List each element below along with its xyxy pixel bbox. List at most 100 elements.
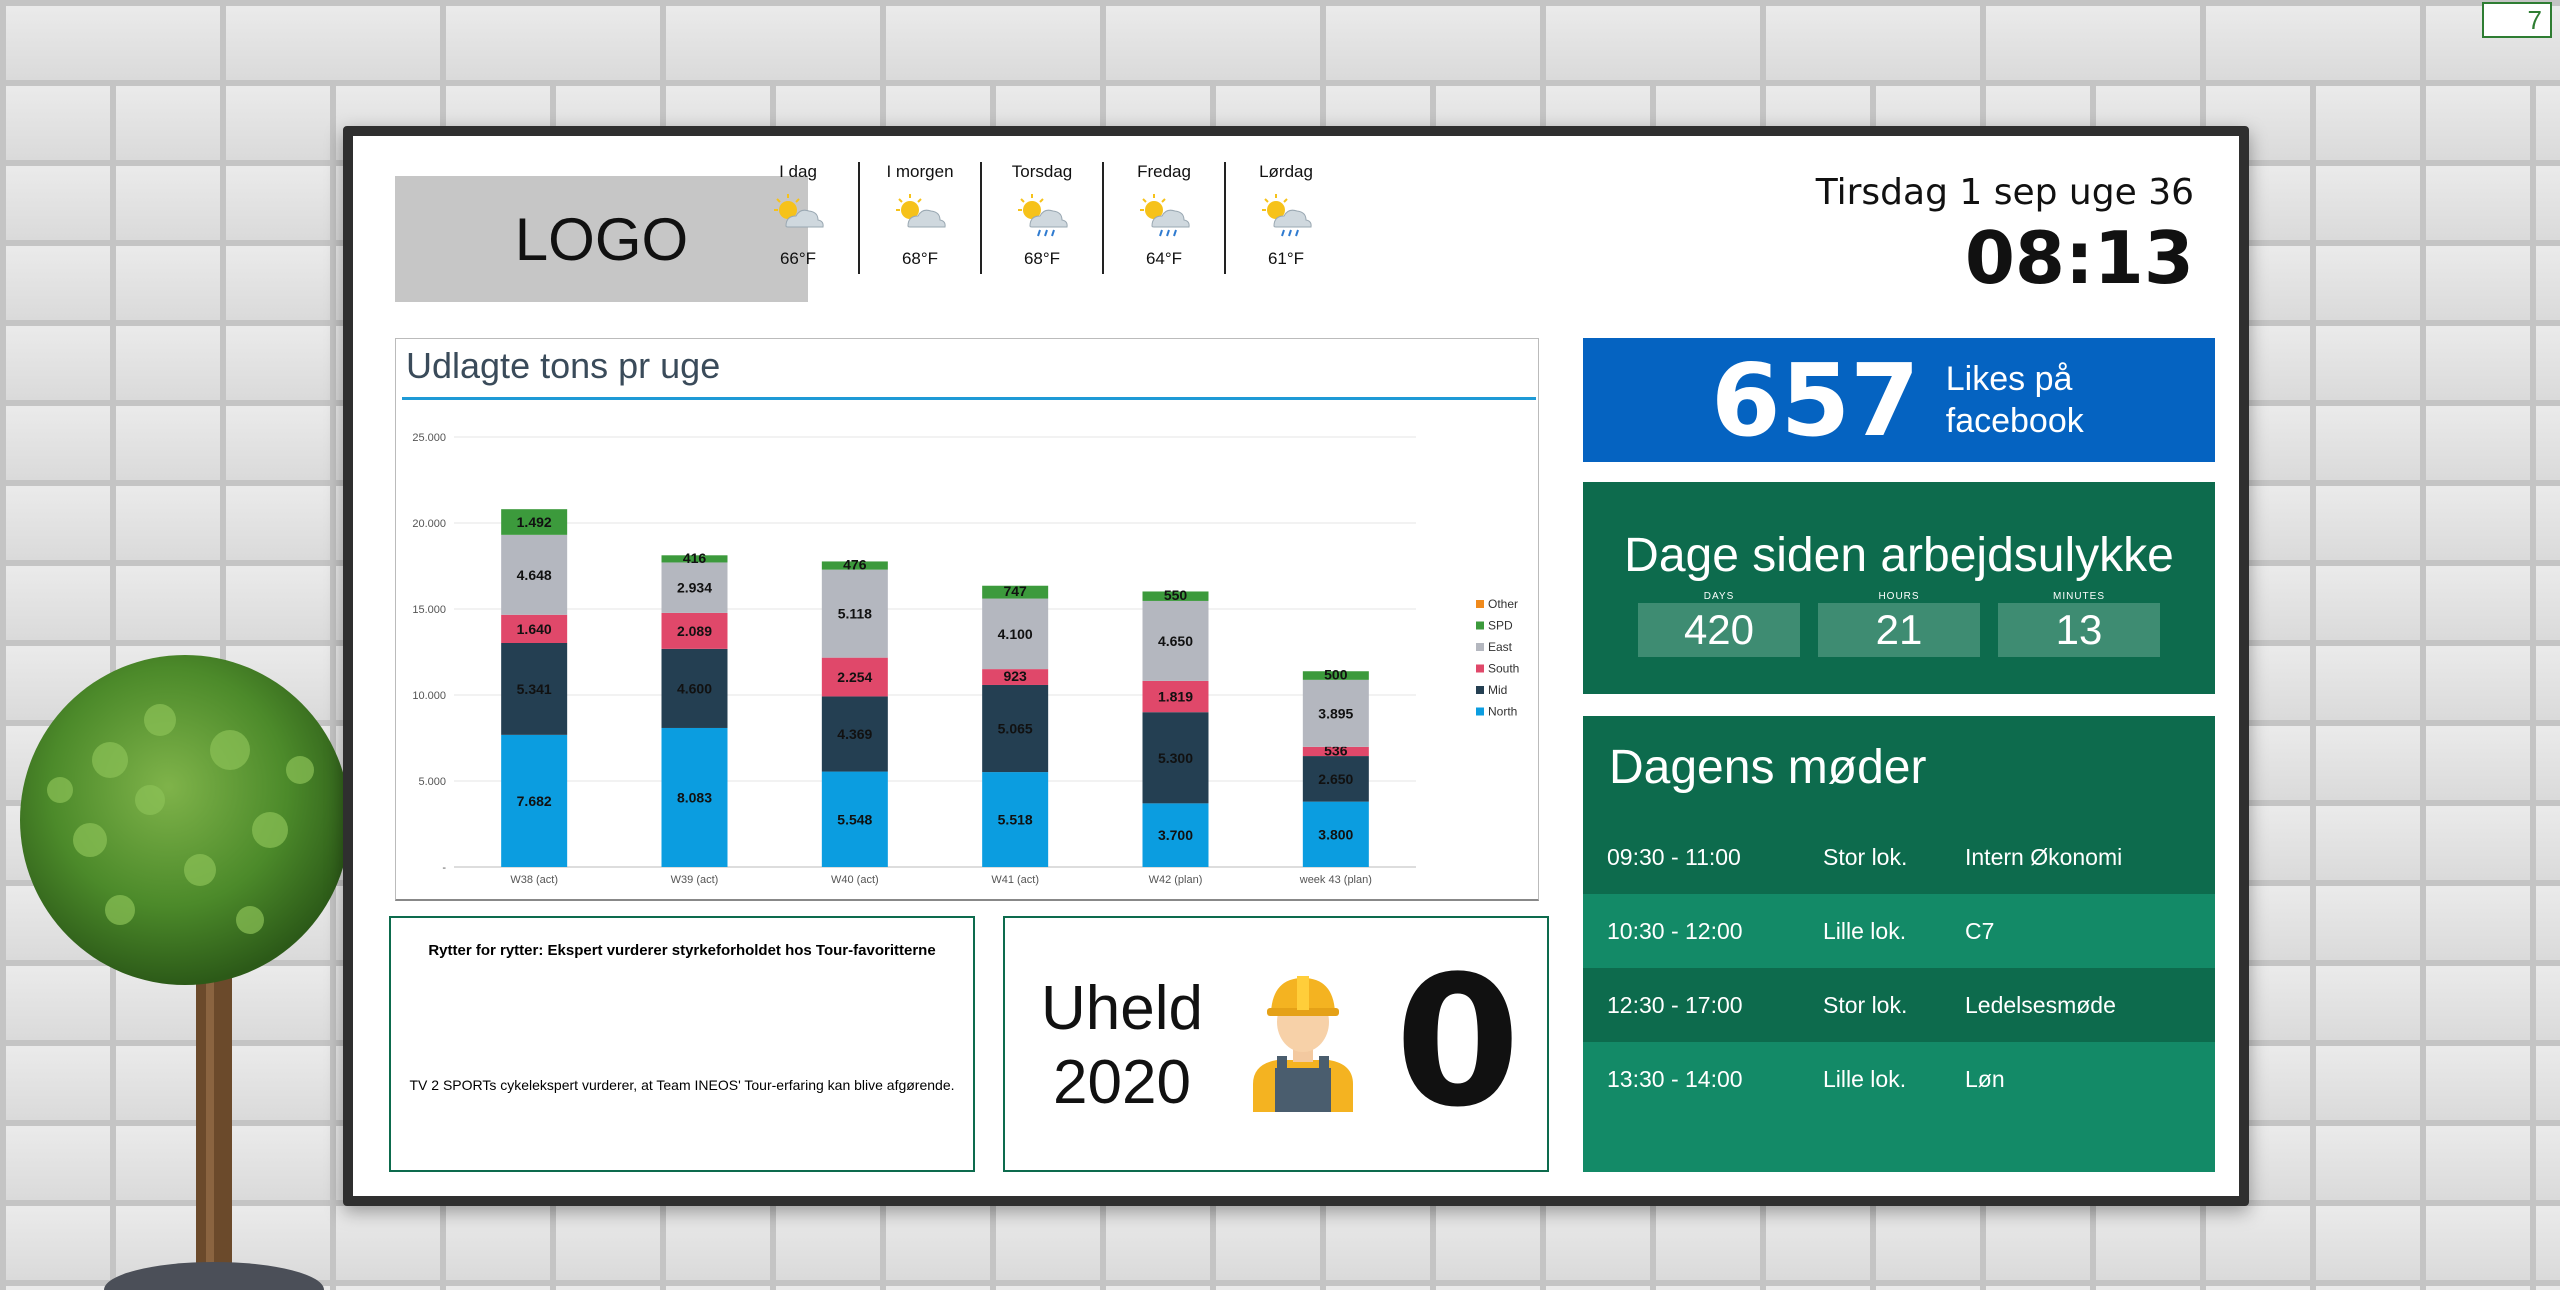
legend-swatch [1476,621,1484,630]
weather-day-name: Torsdag [1011,162,1073,181]
bar-segment-south [982,669,1049,685]
clock: 08:13 [1964,216,2194,300]
x-tick-label: W39 (act) [671,874,719,886]
legend-label: Other [1488,597,1518,611]
y-tick-label: 15.000 [412,604,446,616]
meeting-name: Intern Økonomi [1965,843,2123,870]
y-tick-label: 20.000 [412,518,446,530]
chart-title-underline [402,397,1536,400]
meeting-name: C7 [1965,917,1995,944]
bar-segment-north [661,727,728,867]
date-label: Tirsdag 1 sep uge 36 [1815,172,2194,213]
sun-cloud-rain-icon [1140,194,1190,237]
meeting-time: 13:30 - 14:00 [1607,1065,1743,1092]
meeting-row: 10:30 - 12:00 Lille lok. C7 [1583,894,2215,968]
weather-forecast: I dag 66°F I morgen 68°F Torsdag 68°F Fredag 64… [738,162,1346,274]
data-label: 4.100 [998,626,1033,642]
x-tick-label: W42 (plan) [1149,874,1203,886]
weather-day-name: Lørdag [1259,162,1313,181]
accident-free-title: Dage siden arbejdsulykke [1624,529,2174,582]
legend-label: North [1488,705,1517,719]
bar-segment-spd [982,585,1049,599]
dashboard-screen: LOGO I dag 66°F I morgen 68°F Torsdag 68°F Fre… [353,136,2239,1196]
x-tick-label: week 43 (plan) [1299,874,1372,886]
hours-value: 21 [1818,603,1980,657]
bar-segment-east [661,562,728,613]
bar-segment-spd [661,555,728,563]
facebook-likes-panel: 657 Likes på facebook [1583,338,2215,462]
bar-segment-spd [821,561,888,570]
bar-segment-north [1302,801,1369,867]
data-label: 5.065 [998,721,1033,737]
bar-segment-east [982,598,1049,670]
bar-segment-mid [661,648,728,728]
news-ticker: Rytter for rytter: Ekspert vurderer styr… [389,916,975,1172]
minutes-value: 13 [1998,603,2160,657]
legend-swatch [1476,600,1484,608]
weather-day: Torsdag 68°F [982,162,1104,274]
data-label: 2.089 [677,623,712,639]
weather-day: I morgen 68°F [860,162,982,274]
bar-segment-south [821,657,888,697]
accidents-label-line1: Uheld [1041,974,1203,1043]
data-label: 4.600 [677,680,712,696]
x-tick-label: W38 (act) [510,874,558,886]
meeting-name: Løn [1965,1065,2005,1092]
data-label: 1.492 [517,514,552,530]
legend-label: South [1488,662,1519,676]
y-tick-label: 10.000 [412,690,446,702]
data-label: 923 [1003,668,1027,684]
data-label: 747 [1003,583,1027,599]
bar-segment-east [501,534,568,615]
meeting-room: Stor lok. [1823,991,1908,1018]
data-label: 416 [683,550,707,566]
likes-label-line1: Likes på [1945,360,2073,398]
data-label: 5.518 [998,812,1033,828]
bar-segment-south [661,612,728,649]
data-label: 5.341 [517,681,552,697]
data-label: 3.895 [1318,705,1353,721]
data-label: 500 [1324,667,1348,683]
bar-segment-north [982,772,1049,867]
bar-segment-mid [1302,756,1369,802]
bar-segment-spd [501,509,568,535]
data-label: 7.682 [517,793,552,809]
stacked-bar-chart: - 5.000 10.000 15.000 20.000 25.000 7.682 5.341… [412,432,1519,886]
days-caption: DAYS [1703,591,1735,602]
bar-segment-spd [1302,671,1369,680]
worker-icon [1253,976,1353,1112]
bar-segment-spd [1142,591,1209,601]
data-label: 4.648 [517,567,552,583]
meeting-row: 09:30 - 11:00 Stor lok. Intern Økonomi [1583,820,2215,894]
news-headline: Rytter for rytter: Ekspert vurderer styr… [428,942,936,959]
data-label: 1.819 [1158,689,1193,705]
x-tick-label: W40 (act) [831,874,879,886]
meeting-row: 12:30 - 17:00 Stor lok. Ledelsesmøde [1583,968,2215,1042]
legend-label: SPD [1488,619,1513,633]
data-label: 2.254 [837,669,872,685]
display-frame: LOGO I dag 66°F I morgen 68°F Torsdag 68°F Fre… [343,126,2249,1206]
weather-temp: 68°F [901,249,939,268]
bar-segment-mid [821,696,888,772]
data-label: 5.548 [837,811,872,827]
logo-placeholder: LOGO [395,176,808,302]
legend-swatch [1476,664,1484,673]
meeting-time: 10:30 - 12:00 [1607,917,1743,944]
legend-label: East [1488,640,1513,654]
bar-segment-mid [982,684,1049,773]
bar-segment-south [1302,746,1369,757]
weather-temp: 61°F [1267,249,1305,268]
accidents-label: Uheld 2020 [1041,972,1203,1120]
legend-swatch [1476,686,1484,694]
data-label: 2.650 [1318,771,1353,787]
bar-segment-mid [1142,712,1209,804]
potted-plant-image [20,655,350,1290]
meeting-room: Stor lok. [1823,843,1908,870]
meeting-name: Ledelsesmøde [1965,991,2116,1018]
meeting-time: 09:30 - 11:00 [1607,843,1741,870]
likes-label-line2: facebook [1945,402,2084,440]
accident-free-counter: Dage siden arbejdsulykke DAYS 420 HOURS … [1583,482,2215,694]
bar-segment-east [821,569,888,658]
hours-counter: HOURS 21 [1818,591,1980,657]
meetings-title: Dagens møder [1583,716,2215,820]
